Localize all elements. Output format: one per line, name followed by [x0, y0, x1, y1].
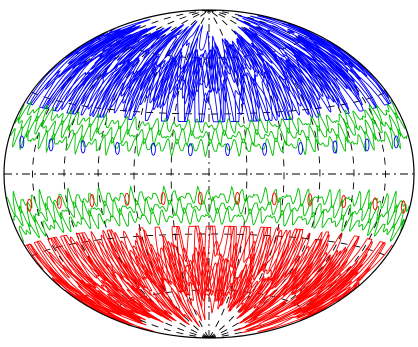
contour-cell	[393, 135, 399, 149]
contour-cell	[271, 192, 277, 206]
contour-line	[14, 112, 406, 147]
contour-cell	[56, 195, 62, 209]
contour-cell	[262, 142, 268, 156]
contour-line	[86, 15, 319, 78]
contour-line	[44, 35, 390, 123]
contour-cell	[225, 143, 231, 157]
contour-line	[30, 225, 371, 314]
contour-cell	[187, 143, 193, 157]
contour-cell	[48, 138, 54, 152]
contour-cell	[150, 142, 156, 156]
meridian	[32, 9, 210, 339]
contours	[6, 15, 410, 334]
contour-cell	[80, 140, 86, 154]
contour-cell	[160, 192, 166, 206]
contour-cell	[124, 192, 130, 206]
contour-cell	[114, 141, 120, 155]
contour-cell	[307, 193, 313, 207]
contour-line	[12, 196, 406, 229]
contour-line	[26, 225, 387, 302]
meridian	[208, 9, 285, 339]
contour-cell	[364, 138, 370, 152]
contour-cell	[26, 198, 32, 212]
contour-cell	[89, 194, 95, 208]
contour-line	[17, 99, 398, 137]
contour-cell	[197, 191, 203, 205]
contour-line	[26, 56, 390, 123]
contour-line	[6, 184, 410, 217]
contour-cell	[372, 197, 378, 211]
contour-line	[25, 225, 393, 293]
map-border	[3, 9, 415, 339]
contour-cell	[400, 200, 406, 214]
contour-cell	[341, 195, 347, 208]
contour-line	[18, 206, 405, 243]
contour-cell	[332, 140, 338, 154]
contour-cell	[235, 191, 241, 205]
contour-cell	[298, 141, 304, 155]
contour-cell	[19, 135, 25, 149]
